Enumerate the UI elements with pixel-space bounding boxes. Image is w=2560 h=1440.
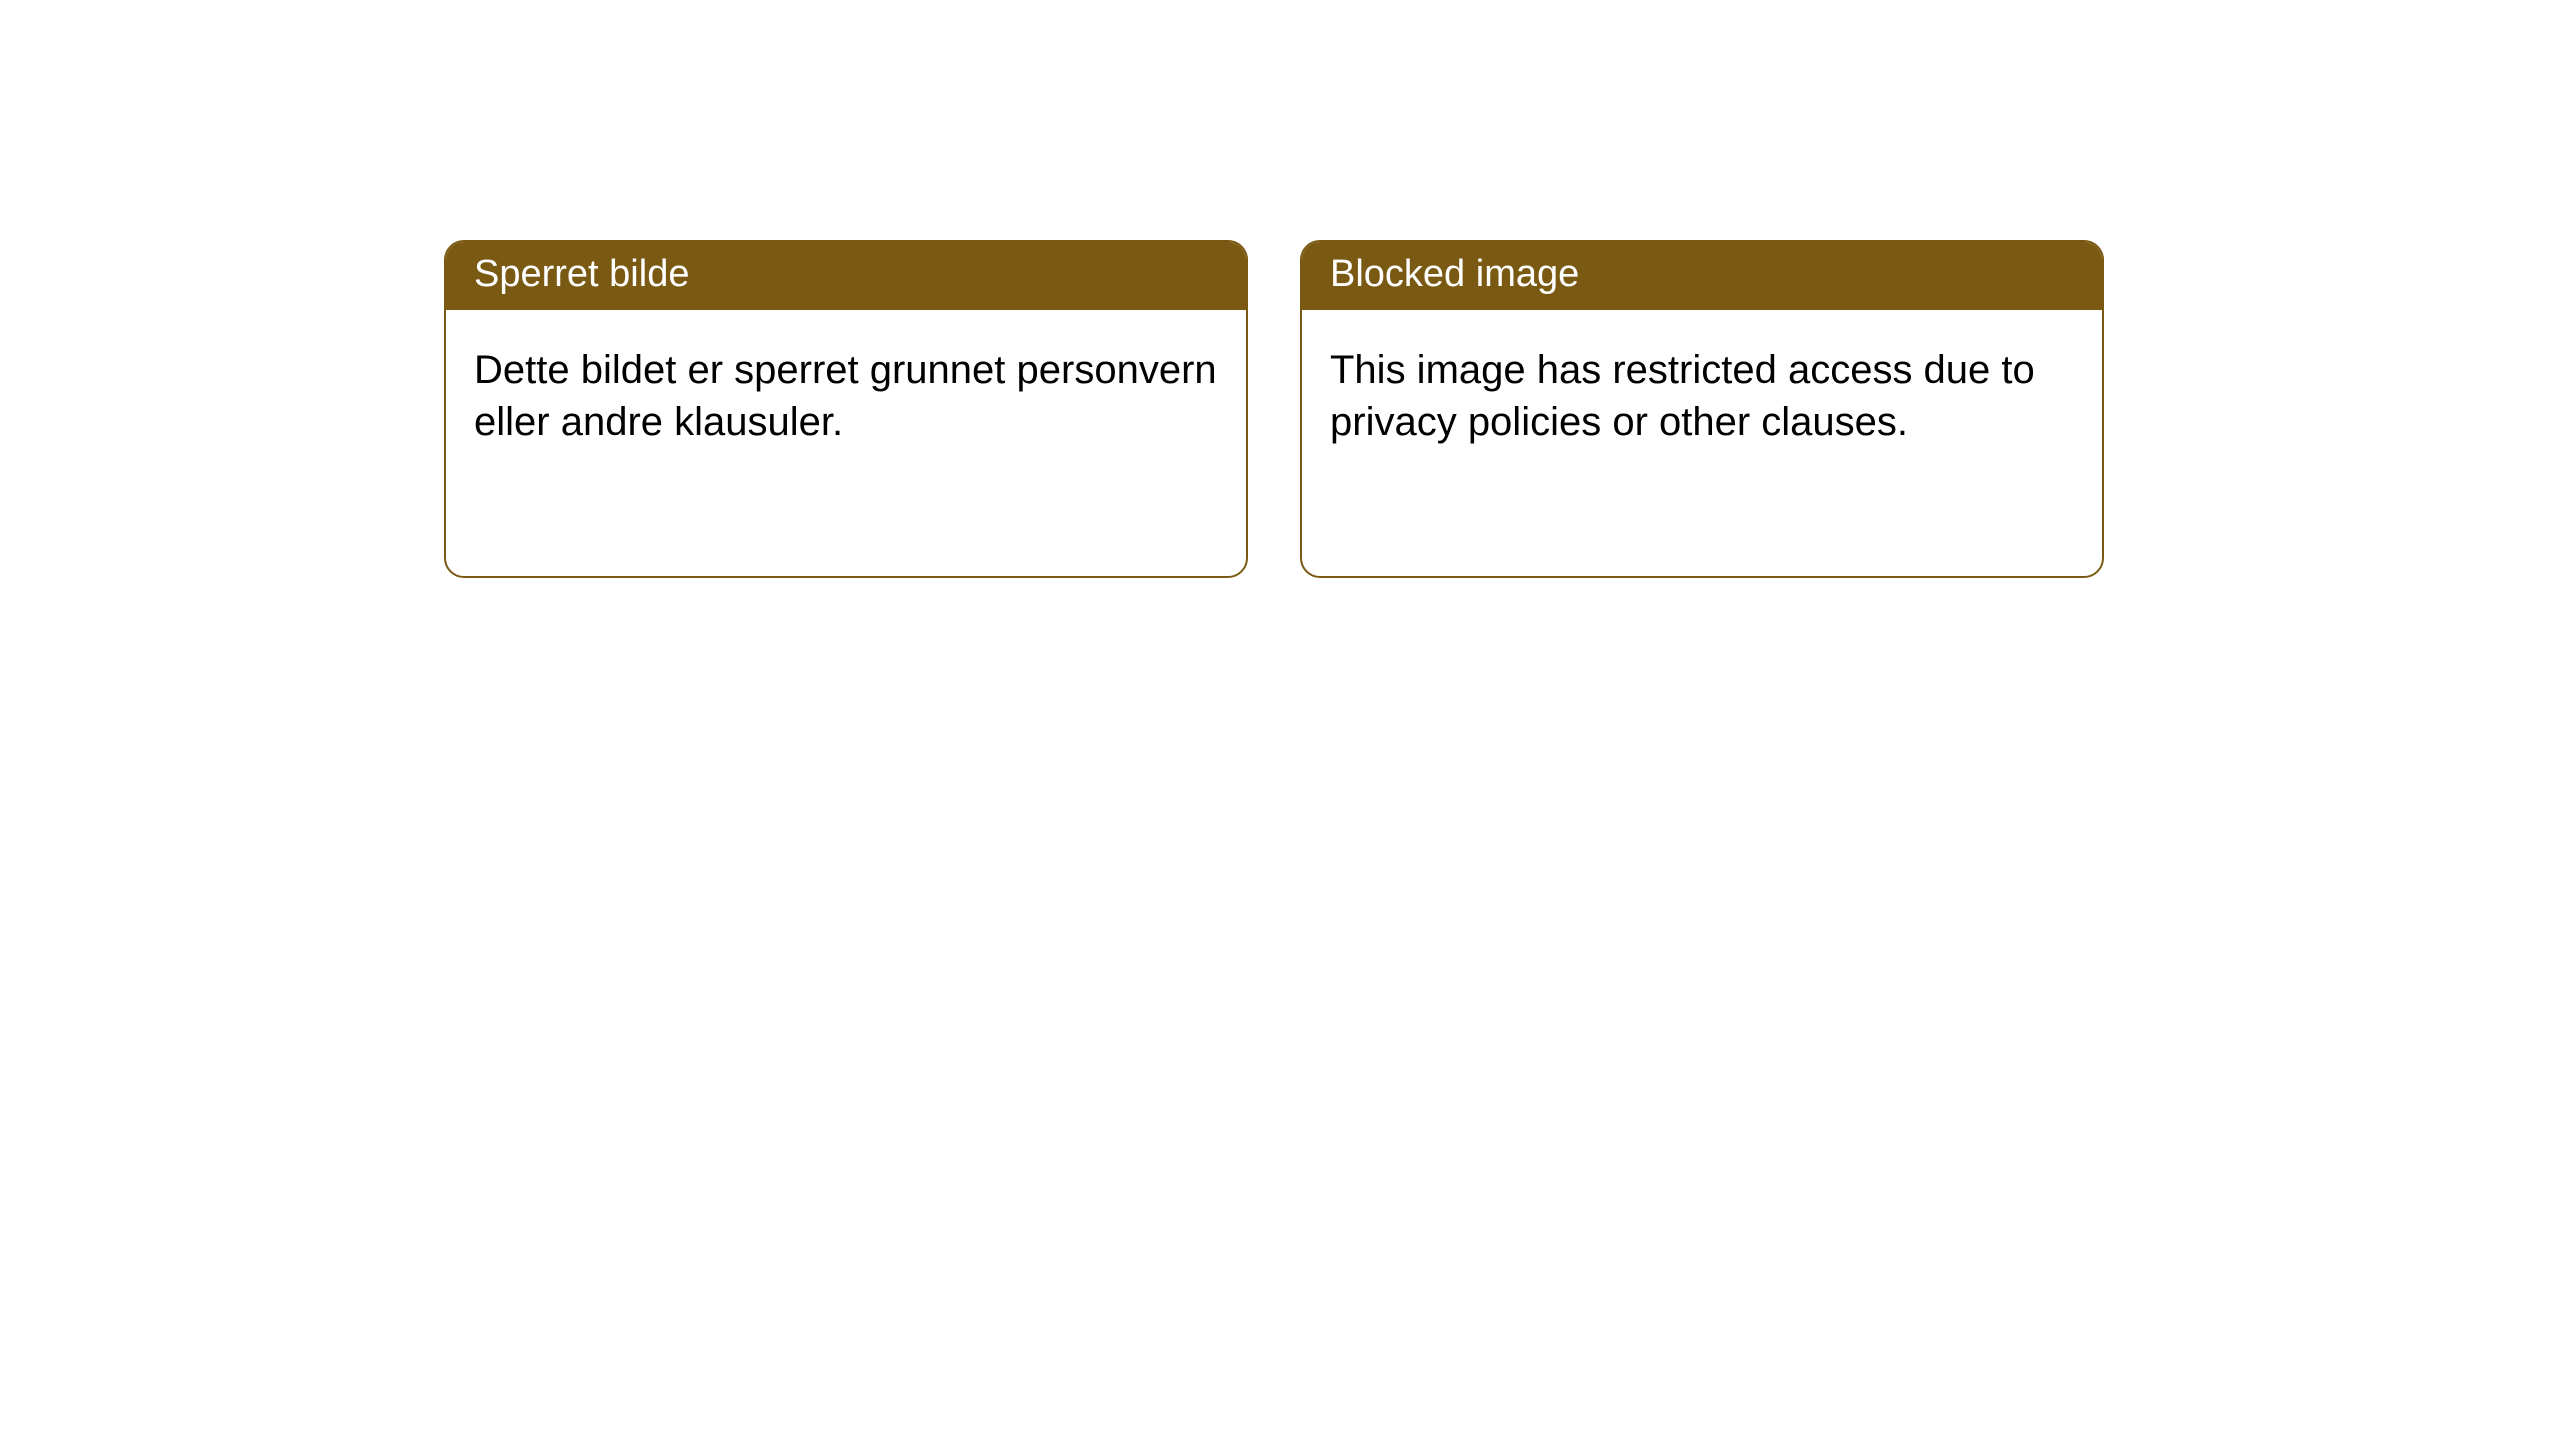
notice-card-norwegian: Sperret bilde Dette bildet er sperret gr… bbox=[444, 240, 1248, 578]
notice-container: Sperret bilde Dette bildet er sperret gr… bbox=[0, 0, 2560, 578]
notice-body: This image has restricted access due to … bbox=[1302, 310, 2102, 476]
notice-header: Blocked image bbox=[1302, 242, 2102, 310]
notice-card-english: Blocked image This image has restricted … bbox=[1300, 240, 2104, 578]
notice-header: Sperret bilde bbox=[446, 242, 1246, 310]
notice-body: Dette bildet er sperret grunnet personve… bbox=[446, 310, 1246, 476]
